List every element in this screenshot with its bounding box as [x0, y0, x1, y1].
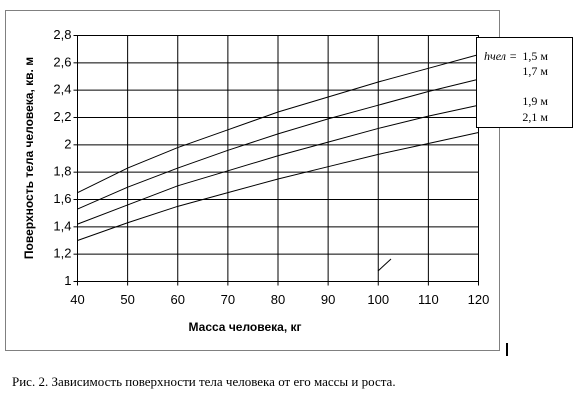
stray-stroke: [377, 258, 392, 272]
y-tick-label: 2,6: [53, 54, 71, 69]
x-tick-label: 80: [271, 292, 285, 307]
y-tick-label: 2,2: [53, 109, 71, 124]
legend-label: 1,5 м: [522, 49, 548, 63]
y-axis-title: Поверхность тела человека, кв. м: [22, 57, 36, 259]
y-tick-label: 1,2: [53, 246, 71, 261]
y-tick-label: 1,6: [53, 191, 71, 206]
y-tick-label: 1,4: [53, 218, 71, 233]
x-tick-label: 120: [468, 292, 490, 307]
series-line: [77, 132, 479, 241]
legend-prefix: hчел =: [484, 49, 517, 63]
x-tick-label: 110: [418, 292, 439, 307]
x-tick-label: 50: [120, 292, 134, 307]
x-tick-label: 90: [321, 292, 335, 307]
y-tick-label: 2,8: [53, 27, 71, 42]
x-tick-label: 40: [70, 292, 84, 307]
y-tick-label: 1,8: [53, 164, 71, 179]
series-line: [77, 54, 479, 194]
series-line: [77, 104, 479, 225]
caption: Рис. 2. Зависимость поверхности тела чел…: [12, 374, 396, 389]
series-line: [77, 78, 479, 210]
legend-label: 1,7 м: [522, 64, 548, 78]
x-tick-label: 100: [367, 292, 389, 307]
y-tick-label: 2: [64, 136, 71, 151]
y-tick-label: 2,4: [53, 82, 71, 97]
legend-label: 1,9 м: [522, 94, 548, 108]
legend: hчел = 1,5 м1,7 м 1,9 м 2,1 м: [476, 37, 573, 128]
legend-label: 2,1 м: [522, 110, 548, 124]
x-tick-label: 70: [221, 292, 235, 307]
legend-box: [476, 37, 573, 128]
chart-frame: [5, 10, 500, 351]
x-axis-title: Масса человека, кг: [189, 320, 302, 334]
x-tick-label: 60: [171, 292, 185, 307]
y-tick-label: 1: [64, 273, 71, 288]
